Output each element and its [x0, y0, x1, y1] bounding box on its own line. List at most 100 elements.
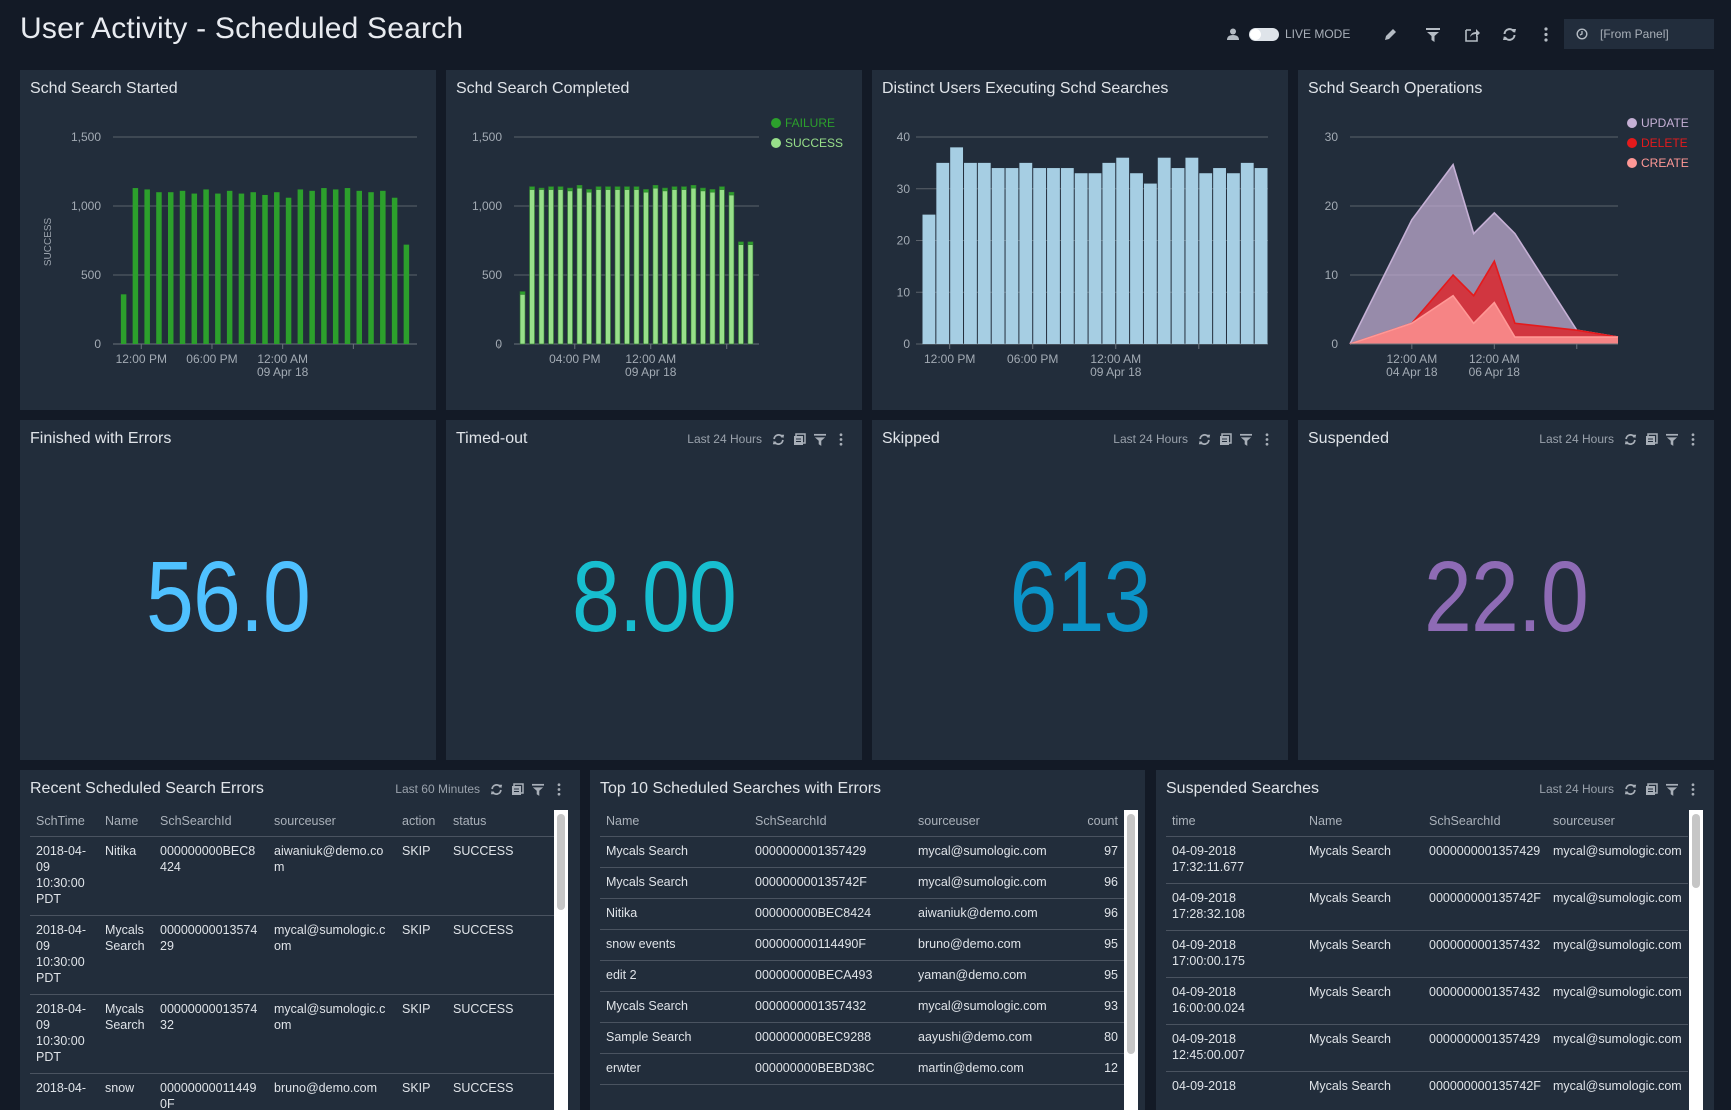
filter-icon[interactable]	[1665, 432, 1679, 446]
column-header[interactable]: status	[447, 806, 554, 837]
column-header[interactable]: SchTime	[30, 806, 99, 837]
legend-label[interactable]: DELETE	[1641, 136, 1688, 150]
bar[interactable]	[577, 188, 582, 344]
bar[interactable]	[596, 189, 601, 344]
panel-time-range[interactable]: Last 60 Minutes	[395, 782, 480, 796]
refresh-icon[interactable]	[771, 432, 785, 446]
bar[interactable]	[672, 187, 677, 190]
copy-icon[interactable]	[792, 432, 806, 446]
user-icon[interactable]	[1225, 28, 1241, 40]
bar[interactable]	[691, 188, 696, 344]
bar[interactable]	[180, 191, 186, 344]
column-header[interactable]: sourceuser	[268, 806, 396, 837]
bar[interactable]	[1075, 173, 1088, 344]
more-vertical-icon[interactable]	[834, 432, 848, 446]
bar[interactable]	[643, 189, 648, 192]
bar[interactable]	[357, 191, 363, 344]
bar[interactable]	[729, 195, 734, 344]
column-header[interactable]: Name	[600, 806, 749, 837]
panel-time-range[interactable]: Last 24 Hours	[1539, 432, 1614, 446]
bar[interactable]	[1102, 163, 1115, 344]
bar[interactable]	[643, 192, 648, 344]
copy-icon[interactable]	[1644, 432, 1658, 446]
bar[interactable]	[1144, 184, 1157, 344]
bar[interactable]	[192, 194, 198, 344]
refresh-icon[interactable]	[1197, 432, 1211, 446]
bar[interactable]	[392, 198, 398, 344]
bar[interactable]	[923, 215, 936, 344]
bar[interactable]	[1227, 173, 1240, 344]
bar[interactable]	[1158, 158, 1171, 344]
bar[interactable]	[1116, 158, 1129, 344]
bar[interactable]	[681, 187, 686, 190]
bar[interactable]	[404, 245, 410, 344]
filter-icon[interactable]	[1239, 432, 1253, 446]
bar[interactable]	[1199, 173, 1212, 344]
scrollbar[interactable]	[1689, 810, 1703, 1110]
bar[interactable]	[568, 191, 573, 344]
panel-time-range[interactable]: Last 24 Hours	[687, 432, 762, 446]
bar[interactable]	[719, 187, 724, 190]
bar[interactable]	[992, 168, 1005, 344]
bar[interactable]	[691, 185, 696, 188]
bar[interactable]	[144, 189, 150, 344]
bar[interactable]	[133, 188, 139, 344]
live-mode-toggle[interactable]	[1249, 28, 1279, 41]
bar[interactable]	[549, 189, 554, 344]
filter-icon[interactable]	[531, 782, 545, 796]
bar[interactable]	[662, 188, 667, 191]
bar[interactable]	[710, 192, 715, 344]
legend-label[interactable]: CREATE	[1641, 156, 1689, 170]
bar[interactable]	[227, 191, 233, 344]
bar[interactable]	[539, 188, 544, 189]
bar[interactable]	[203, 189, 209, 344]
column-header[interactable]: Name	[99, 806, 154, 837]
bar[interactable]	[1255, 168, 1268, 344]
bar[interactable]	[936, 163, 949, 344]
refresh-icon[interactable]	[1499, 27, 1519, 42]
refresh-icon[interactable]	[1623, 432, 1637, 446]
bar[interactable]	[286, 198, 292, 344]
bar[interactable]	[520, 294, 525, 344]
more-vertical-icon[interactable]	[1686, 782, 1700, 796]
column-header[interactable]: SchSearchId	[154, 806, 268, 837]
bar[interactable]	[1130, 173, 1143, 344]
bar[interactable]	[1006, 168, 1019, 344]
panel-time-range[interactable]: Last 24 Hours	[1113, 432, 1188, 446]
more-vertical-icon[interactable]	[1541, 27, 1551, 42]
legend-label[interactable]: FAILURE	[785, 116, 835, 130]
bar[interactable]	[964, 163, 977, 344]
bar[interactable]	[615, 187, 620, 190]
bar[interactable]	[333, 189, 339, 344]
bar[interactable]	[662, 191, 667, 344]
bar[interactable]	[681, 189, 686, 344]
bar[interactable]	[700, 188, 705, 191]
copy-icon[interactable]	[1218, 432, 1232, 446]
more-vertical-icon[interactable]	[1260, 432, 1274, 446]
column-header[interactable]: SchSearchId	[1423, 806, 1547, 837]
bar[interactable]	[710, 189, 715, 192]
bar[interactable]	[634, 189, 639, 344]
bar[interactable]	[156, 192, 162, 344]
bar[interactable]	[606, 187, 611, 190]
column-header[interactable]: SchSearchId	[749, 806, 912, 837]
bar[interactable]	[321, 188, 327, 344]
bar[interactable]	[345, 188, 351, 344]
bar[interactable]	[568, 188, 573, 191]
bar[interactable]	[950, 147, 963, 344]
bar[interactable]	[1089, 173, 1102, 344]
bar[interactable]	[121, 294, 127, 344]
pencil-icon[interactable]	[1380, 27, 1400, 42]
bar[interactable]	[1061, 168, 1074, 344]
bar[interactable]	[380, 191, 386, 344]
bar[interactable]	[168, 192, 174, 344]
